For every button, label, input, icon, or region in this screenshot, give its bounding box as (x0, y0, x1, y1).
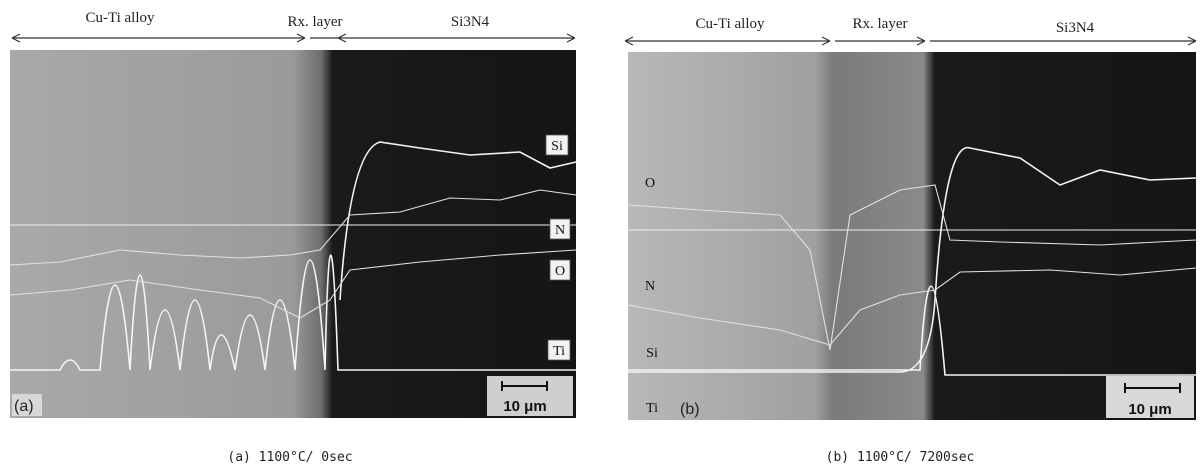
element-label: N (555, 223, 565, 238)
element-label: N (645, 279, 655, 294)
label-box (12, 394, 42, 416)
micrograph (628, 52, 1196, 420)
element-label: Ti (646, 401, 658, 416)
element-tag (549, 259, 571, 281)
element-tag (545, 134, 569, 156)
region-label: Cu-Ti alloy (695, 16, 765, 32)
region-label: Si3N4 (1056, 20, 1095, 36)
region-arrows (11, 33, 576, 43)
scale-bar (501, 381, 548, 391)
element-tag (547, 339, 571, 361)
n-trace (627, 267, 1197, 346)
caption: (a) 1100°C/ 0sec (227, 450, 352, 465)
panel-label: (b) (680, 401, 700, 418)
o-trace (627, 184, 1197, 351)
ti-trace (10, 254, 576, 371)
ti-trace (628, 285, 1196, 376)
scale-bar (1124, 383, 1181, 393)
region-label: Si3N4 (451, 14, 490, 30)
scale-label: 10 μm (1128, 401, 1171, 418)
si-trace (628, 146, 1197, 373)
element-label: O (555, 264, 565, 279)
element-tag (549, 218, 571, 240)
scale-label: 10 μm (503, 398, 546, 415)
element-label: Si (551, 139, 563, 154)
micrograph (10, 50, 576, 418)
panel-a: Cu-Ti alloy Rx. layer Si3N4 Si N O Ti (a… (9, 10, 577, 465)
element-label: Ti (553, 344, 565, 359)
si-trace (339, 141, 577, 301)
region-label: Cu-Ti alloy (85, 10, 155, 26)
element-label: O (645, 176, 655, 191)
region-label: Rx. layer (853, 16, 908, 32)
n-trace (9, 189, 577, 266)
panel-b: Cu-Ti alloy Rx. layer Si3N4 O N Si Ti (b… (624, 16, 1197, 465)
element-label: Si (646, 346, 658, 361)
caption: (b) 1100°C/ 7200sec (826, 450, 975, 465)
region-label: Rx. layer (288, 14, 343, 30)
o-trace (9, 249, 577, 319)
region-arrows (624, 36, 1197, 46)
panel-label: (a) (14, 398, 34, 415)
